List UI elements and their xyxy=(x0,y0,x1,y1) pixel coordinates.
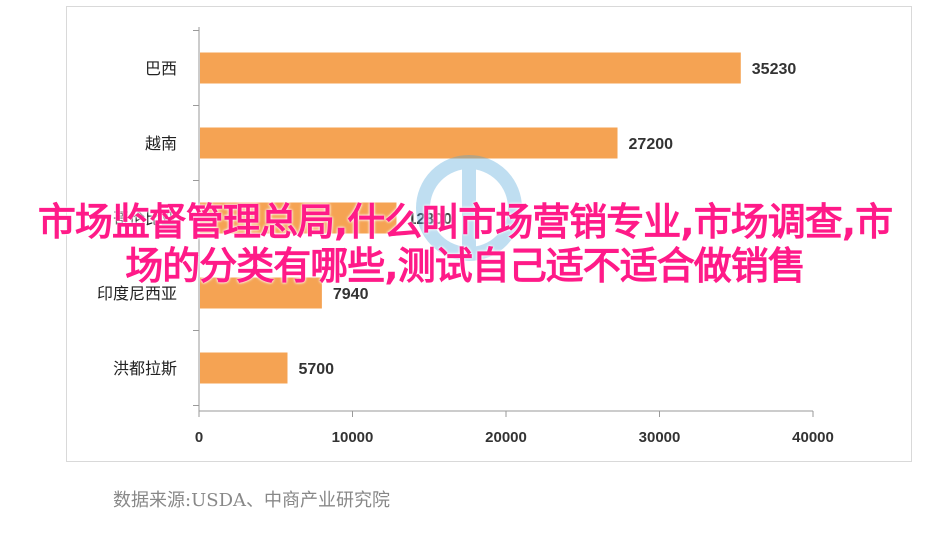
x-tick-label: 20000 xyxy=(485,429,527,446)
bar xyxy=(200,277,322,309)
bar xyxy=(200,52,741,84)
data-label: 12800 xyxy=(407,211,452,228)
data-label: 35230 xyxy=(752,61,797,78)
category-label: 印度尼西亚 xyxy=(97,284,177,303)
category-label: 越南 xyxy=(145,134,177,153)
bar xyxy=(200,202,397,234)
category-label: 洪都拉斯 xyxy=(113,359,177,378)
bar xyxy=(200,352,288,384)
data-label: 27200 xyxy=(629,136,674,153)
category-label: 哥伦比亚 xyxy=(113,209,177,228)
x-tick-label: 30000 xyxy=(639,429,681,446)
data-label: 5700 xyxy=(298,361,334,378)
x-tick-label: 10000 xyxy=(332,429,374,446)
watermark-logo xyxy=(416,155,522,261)
chart-frame: 0 10000 20000 30000 40000 巴西 35230 越南 27200 哥伦比亚 1… xyxy=(66,6,912,462)
x-tick-label: 0 xyxy=(195,429,203,446)
category-label: 巴西 xyxy=(145,59,177,78)
bar-chart: 0 10000 20000 30000 40000 巴西 35230 越南 27200 哥伦比亚 1… xyxy=(97,27,834,446)
source-note: 数据来源:USDA、中商产业研究院 xyxy=(113,490,390,511)
bar xyxy=(200,127,618,159)
overlay-title: 市场监督管理总局,什么叫市场营销专业,市场调查,市场的分类有哪些,测试自己适不适… xyxy=(37,200,893,288)
data-label: 7940 xyxy=(333,286,369,303)
x-tick-label: 40000 xyxy=(792,429,834,446)
